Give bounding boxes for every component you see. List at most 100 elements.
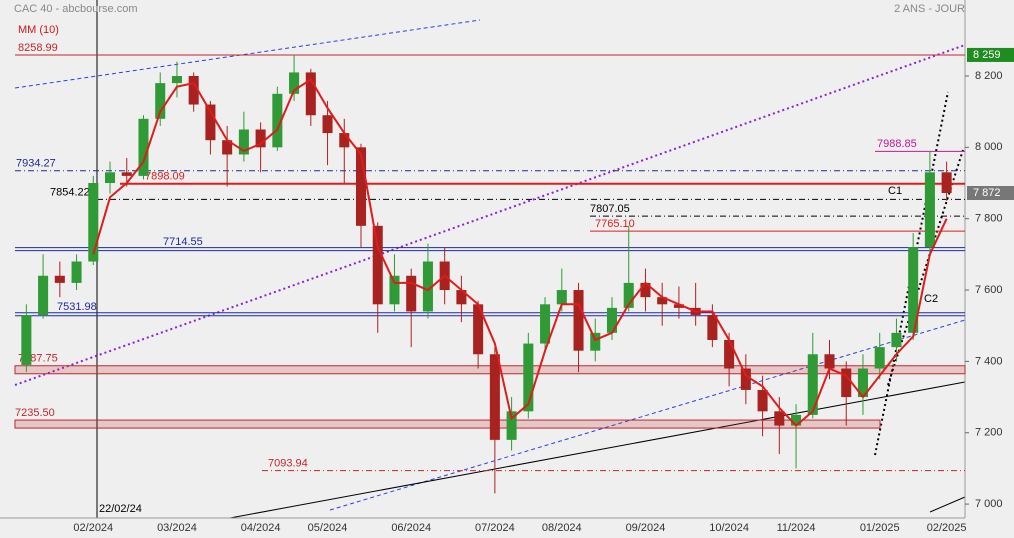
candle-body bbox=[757, 389, 768, 412]
candle-body bbox=[188, 75, 199, 105]
y-tick-label: 7 200 bbox=[975, 427, 1003, 439]
y-tick-label: 8 000 bbox=[975, 141, 1003, 153]
candle-body bbox=[422, 261, 433, 312]
level-band bbox=[14, 419, 881, 429]
candle-body bbox=[640, 282, 651, 298]
price-flag bbox=[967, 47, 1014, 62]
indicator-label: MM (10) bbox=[18, 24, 59, 36]
candle-body bbox=[255, 129, 266, 148]
candle-body bbox=[54, 275, 65, 283]
candle-body bbox=[590, 332, 601, 351]
candle-body bbox=[406, 275, 417, 312]
candle-body bbox=[238, 129, 249, 155]
candle-body bbox=[523, 343, 534, 412]
candle-body bbox=[473, 304, 484, 355]
candle-body bbox=[807, 354, 818, 415]
candle-body bbox=[305, 72, 316, 116]
candle-body bbox=[372, 225, 383, 305]
trend-line bbox=[229, 381, 966, 519]
candle-body bbox=[489, 354, 500, 440]
x-tick-label: 07/2024 bbox=[475, 522, 515, 534]
candle-body bbox=[456, 290, 467, 305]
candle-body bbox=[21, 315, 32, 365]
moving-average bbox=[92, 78, 948, 427]
candle-body bbox=[924, 172, 935, 248]
candle-body bbox=[606, 307, 618, 333]
trend-line bbox=[14, 44, 966, 386]
candle-body bbox=[171, 75, 182, 84]
candle-body bbox=[38, 275, 49, 316]
candle-body bbox=[623, 282, 634, 308]
trend-line bbox=[929, 496, 966, 513]
trend-line bbox=[329, 319, 966, 511]
candle-body bbox=[155, 83, 166, 119]
candle-body bbox=[540, 304, 551, 344]
level-label: 7093.94 bbox=[268, 457, 308, 469]
y-tick-label: 7 600 bbox=[975, 284, 1003, 296]
candle-body bbox=[121, 172, 132, 176]
x-tick-label: 08/2024 bbox=[542, 522, 582, 534]
level-label: 7988.85 bbox=[877, 138, 917, 150]
level-label: 7854.22 bbox=[50, 186, 90, 198]
candle-body bbox=[941, 172, 952, 194]
y-tick-label: 7 000 bbox=[975, 498, 1003, 510]
candle-body bbox=[322, 115, 333, 134]
chart-title: CAC 40 - abcbourse.com bbox=[14, 3, 138, 15]
level-label: 7765.10 bbox=[595, 218, 635, 230]
candle-body bbox=[774, 411, 785, 426]
candle-body bbox=[71, 261, 82, 283]
candle-body bbox=[657, 297, 668, 305]
x-tick-label: 10/2024 bbox=[709, 522, 749, 534]
level-label: 7807.05 bbox=[590, 203, 630, 215]
candle-body bbox=[105, 172, 116, 184]
price-flag-label: 7 872 bbox=[973, 187, 1001, 199]
candle-body bbox=[724, 339, 735, 369]
x-tick-label: 05/2024 bbox=[308, 522, 348, 534]
candle-body bbox=[289, 72, 300, 94]
y-tick-label: 8 200 bbox=[975, 70, 1003, 82]
annotation: C1 bbox=[888, 185, 902, 197]
period-label: 2 ANS - JOUR bbox=[894, 3, 965, 15]
level-label: 7898.09 bbox=[145, 171, 185, 183]
x-tick-label: 04/2024 bbox=[241, 522, 281, 534]
candle-body bbox=[88, 183, 99, 262]
candle-body bbox=[339, 133, 350, 148]
candle-body bbox=[272, 93, 283, 148]
level-label: 8258.99 bbox=[18, 42, 58, 54]
candle-body bbox=[891, 332, 902, 348]
price-flag-label: 8 259 bbox=[973, 49, 1001, 61]
candle-body bbox=[824, 354, 835, 369]
y-tick-label: 7 800 bbox=[975, 213, 1003, 225]
candle-body bbox=[556, 290, 567, 305]
annotation: 22/02/24 bbox=[99, 503, 142, 515]
x-tick-label: 01/2025 bbox=[860, 522, 900, 534]
x-tick-label: 03/2024 bbox=[157, 522, 197, 534]
candle-body bbox=[506, 411, 517, 440]
x-tick-label: 09/2024 bbox=[626, 522, 666, 534]
candle-body bbox=[740, 368, 751, 390]
candle-body bbox=[573, 290, 584, 351]
annotation: C2 bbox=[924, 293, 938, 305]
candle-body bbox=[857, 368, 868, 398]
candle-body bbox=[138, 118, 149, 176]
y-tick-label: 7 400 bbox=[975, 355, 1003, 367]
candle-body bbox=[222, 140, 233, 155]
candle-body bbox=[707, 315, 718, 340]
level-label: 7235.50 bbox=[15, 407, 55, 419]
x-tick-label: 11/2024 bbox=[777, 522, 816, 534]
level-label: 7531.98 bbox=[57, 301, 97, 313]
x-tick-label: 02/2024 bbox=[73, 522, 113, 534]
candle-body bbox=[205, 104, 216, 141]
trend-line bbox=[14, 19, 481, 89]
x-tick-label: 02/2025 bbox=[927, 522, 967, 534]
price-flag bbox=[967, 186, 1014, 201]
candle-body bbox=[673, 304, 684, 308]
x-tick-label: 06/2024 bbox=[391, 522, 431, 534]
level-label: 7714.55 bbox=[163, 236, 203, 248]
candle-body bbox=[355, 147, 367, 226]
candle-body bbox=[874, 347, 885, 369]
candle-body bbox=[841, 368, 852, 398]
candle-body bbox=[389, 275, 400, 305]
